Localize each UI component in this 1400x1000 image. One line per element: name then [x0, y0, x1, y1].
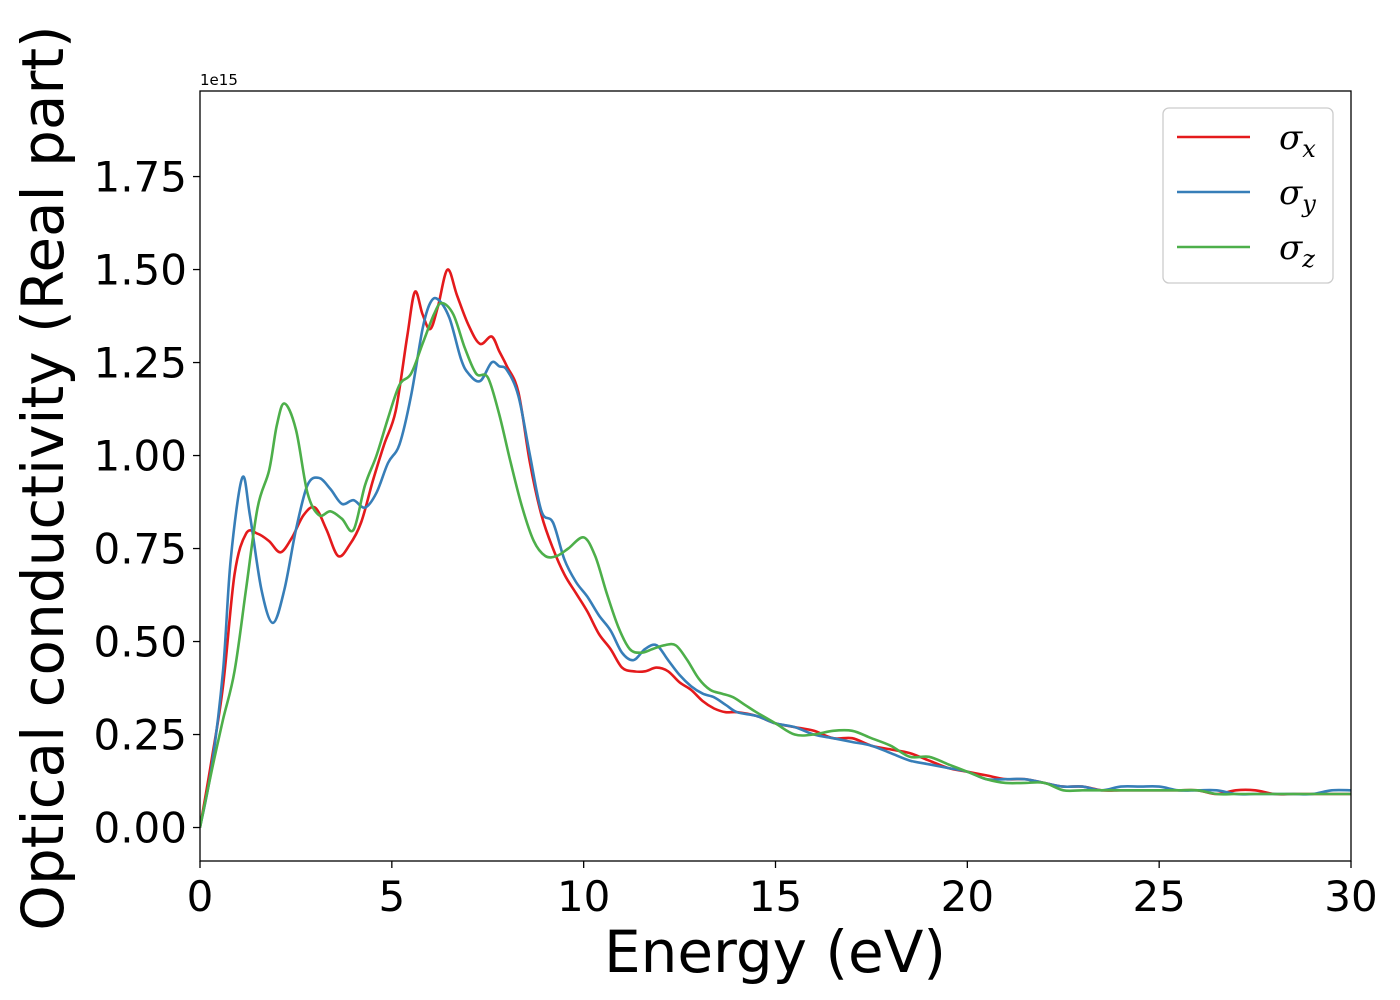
x-tick-label: 15: [749, 872, 802, 921]
series-layer: [200, 268, 1351, 828]
legend-frame: [1162, 107, 1334, 284]
series-line-sigma-y: [200, 296, 1351, 828]
y-tick-label: 1.50: [93, 246, 187, 295]
y-tick-label: 0.75: [93, 525, 187, 574]
legend-label-sigma-y: σy: [1279, 173, 1316, 218]
x-axis-ticks: 0 5 10 15 20 25 30: [187, 861, 1378, 921]
x-tick-label: 5: [378, 872, 405, 921]
x-tick-label: 10: [557, 872, 610, 921]
series-line-sigma-x: [200, 268, 1351, 828]
y-tick-label: 0.25: [93, 711, 187, 760]
x-tick-label: 30: [1324, 872, 1377, 921]
x-tick-label: 20: [941, 872, 994, 921]
y-tick-label: 0.50: [93, 618, 187, 667]
y-axis-title: Optical conductivity (Real part): [9, 25, 77, 930]
x-tick-label: 0: [187, 872, 214, 921]
legend-label-sigma-x: σx: [1279, 118, 1316, 163]
y-offset-label: 1e15: [200, 71, 238, 89]
y-axis-ticks: 0.00 0.25 0.50 0.75 1.00 1.25 1.50 1.75: [93, 153, 200, 853]
y-tick-label: 1.75: [93, 153, 187, 202]
y-tick-label: 1.25: [93, 339, 187, 388]
series-line-sigma-z: [200, 301, 1351, 828]
y-tick-label: 1.00: [93, 432, 187, 481]
y-tick-label: 0.00: [93, 804, 187, 853]
x-tick-label: 25: [1132, 872, 1185, 921]
x-axis-title: Energy (eV): [604, 918, 946, 986]
